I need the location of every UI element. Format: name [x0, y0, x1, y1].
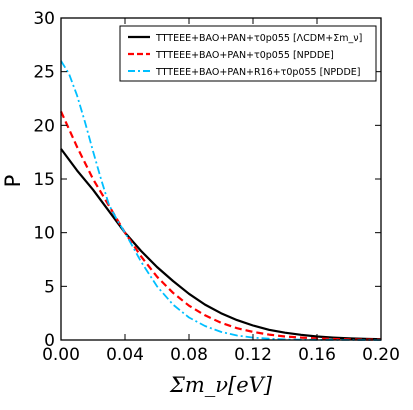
y-tick-label-5: 25: [33, 63, 55, 83]
y-tick-label-0: 0: [44, 331, 55, 351]
legend-box: [119, 25, 377, 82]
y-axis-label: P: [1, 175, 25, 188]
x-tick-label-5: 0.20: [362, 345, 400, 365]
series-line-0: [60, 148, 382, 341]
x-tick-label-3: 0.12: [234, 345, 272, 365]
legend: TTTEEE+BAO+PAN+τ0p055 [ΛCDM+Σm_ν] TTTEEE…: [119, 25, 377, 82]
series-line-1: [59, 110, 382, 341]
x-axis-label: Σm_ν[eV]: [169, 373, 273, 397]
y-tick-label-2: 10: [33, 224, 55, 244]
legend-label-1: TTTEEE+BAO+PAN+τ0p055 [NPDDE]: [155, 50, 334, 61]
x-tick-label-4: 0.16: [298, 345, 336, 365]
legend-label-0: TTTEEE+BAO+PAN+τ0p055 [ΛCDM+Σm_ν]: [155, 33, 362, 44]
y-tick-label-4: 20: [33, 116, 55, 136]
y-tick-label-1: 5: [44, 277, 55, 297]
series-layer: [59, 60, 382, 341]
x-tick-label-2: 0.08: [170, 345, 208, 365]
y-tick-label-3: 15: [33, 170, 55, 190]
x-tick-label-0: 0.00: [42, 345, 80, 365]
series-line-2: [60, 60, 382, 341]
y-tick-label-6: 30: [33, 9, 55, 29]
ticks-layer: 0.00 0.04 0.08 0.12 0.16 0.20 0 5 10 15 20 25 30: [33, 9, 400, 365]
legend-label-2: TTTEEE+BAO+PAN+R16+τ0p055 [NPDDE]: [155, 67, 361, 78]
x-tick-label-1: 0.04: [106, 345, 144, 365]
